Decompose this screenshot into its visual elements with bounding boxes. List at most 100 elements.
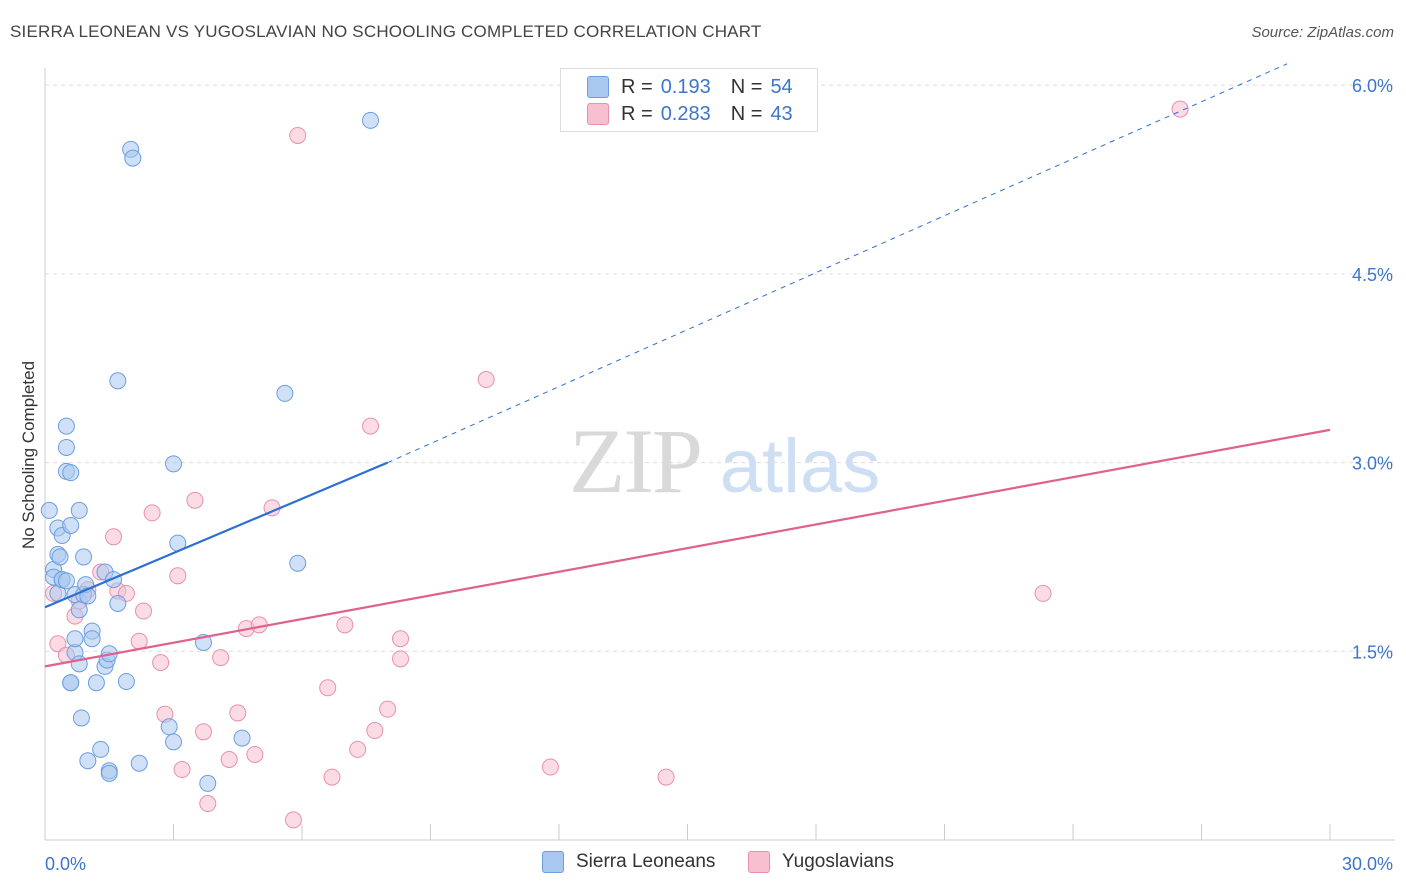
legend-r-label: R = bbox=[621, 75, 653, 98]
bottom-legend-label-sierra: Sierra Leoneans bbox=[576, 851, 716, 872]
bottom-legend-swatch-yugo bbox=[748, 851, 770, 873]
chart-title: SIERRA LEONEAN VS YUGOSLAVIAN NO SCHOOLI… bbox=[10, 22, 762, 41]
y-axis-label: No Schooling Completed bbox=[19, 361, 38, 549]
yugoslavian-point bbox=[212, 649, 230, 667]
yugoslavian-point bbox=[362, 417, 380, 435]
sierra-leoneans-points bbox=[40, 111, 380, 792]
watermark-zip: ZIP bbox=[569, 410, 701, 512]
yugoslavian-point bbox=[186, 491, 204, 509]
sierra-leonean-point bbox=[70, 601, 88, 619]
yugoslavian-point bbox=[229, 704, 247, 722]
bottom-legend-label-yugo: Yugoslavians bbox=[782, 851, 894, 872]
yugoslavian-point bbox=[49, 635, 67, 653]
correlation-legend: R = 0.193 N = 54 R = 0.283 N = 43 bbox=[560, 68, 818, 132]
sierra-leonean-point bbox=[72, 709, 90, 727]
sierra-leonean-point bbox=[362, 111, 380, 129]
x-tick-label: 30.0% bbox=[1342, 854, 1393, 874]
sierra-leonean-point bbox=[109, 594, 127, 612]
y-tick-label: 6.0% bbox=[1352, 76, 1393, 96]
yugo-trend-line bbox=[44, 428, 1331, 668]
legend-r-value-yugo: 0.283 bbox=[660, 102, 711, 125]
sierra-leonean-point bbox=[57, 438, 75, 456]
sierra-leonean-point bbox=[165, 455, 182, 473]
yugoslavian-point bbox=[392, 650, 410, 668]
sierra-leonean-point bbox=[124, 149, 142, 167]
sierra-leonean-point bbox=[160, 718, 178, 736]
sierra-leonean-point bbox=[70, 501, 88, 519]
y-tick-label: 4.5% bbox=[1352, 265, 1393, 285]
sierra-leonean-point bbox=[40, 501, 58, 519]
yugoslavian-point bbox=[130, 632, 148, 650]
legend-n-label: N = bbox=[730, 102, 763, 125]
sierra-leonean-point bbox=[83, 630, 101, 648]
bottom-legend-swatch-sierra bbox=[542, 851, 564, 873]
sierra-leonean-point bbox=[130, 754, 148, 772]
trend-lines bbox=[44, 63, 1331, 668]
legend-swatch-yugo bbox=[587, 103, 609, 125]
yugoslavian-point bbox=[220, 750, 238, 768]
bottom-legend-sierra[interactable]: Sierra Leoneans bbox=[542, 851, 715, 873]
sierra-leonean-point bbox=[199, 774, 217, 792]
sierra-leonean-point bbox=[117, 672, 135, 690]
sierra-leonean-point bbox=[79, 752, 97, 770]
sierra-leonean-point bbox=[87, 674, 105, 692]
yugoslavian-point bbox=[349, 740, 367, 758]
yugoslavian-point bbox=[392, 630, 410, 648]
sierra-leonean-point bbox=[289, 554, 307, 572]
legend-n-value-sierra: 54 bbox=[770, 75, 793, 98]
yugoslavian-point bbox=[284, 811, 302, 829]
source-label: Source: ZipAtlas.com bbox=[1251, 24, 1394, 41]
yugoslavian-point bbox=[194, 723, 212, 741]
yugoslavian-point bbox=[379, 700, 397, 718]
yugoslavian-point bbox=[323, 768, 341, 786]
y-tick-labels: 1.5% 3.0% 4.5% 6.0% bbox=[1352, 76, 1393, 662]
legend-row-sierra: R = 0.193 N = 54 bbox=[587, 75, 813, 99]
legend-r-value-sierra: 0.193 bbox=[660, 75, 711, 98]
sierra-trend-line bbox=[44, 461, 389, 609]
sierra-leonean-point bbox=[51, 548, 69, 566]
sierra-leonean-point bbox=[62, 516, 80, 534]
yugoslavian-point bbox=[173, 761, 191, 779]
sierra-leonean-point bbox=[66, 630, 84, 648]
yugoslavian-point bbox=[199, 795, 217, 813]
legend-swatch-sierra bbox=[587, 76, 609, 98]
yugoslavian-point bbox=[246, 745, 264, 763]
axes bbox=[44, 68, 1395, 841]
yugoslavian-point bbox=[336, 616, 354, 634]
yugoslavian-point bbox=[657, 768, 675, 786]
bottom-legend-yugo[interactable]: Yugoslavians bbox=[748, 851, 894, 873]
grid-lines bbox=[45, 84, 1395, 652]
sierra-leonean-point bbox=[276, 384, 294, 402]
yugoslavian-point bbox=[105, 528, 123, 546]
sierra-leonean-point bbox=[75, 548, 93, 566]
yugoslavian-point bbox=[169, 567, 187, 585]
legend-n-value-yugo: 43 bbox=[770, 102, 793, 125]
yugoslavian-point bbox=[143, 504, 161, 522]
legend-n-label: N = bbox=[730, 75, 763, 98]
yugoslavian-point bbox=[135, 602, 153, 620]
y-tick-label: 3.0% bbox=[1352, 454, 1393, 474]
x-tick-label: 0.0% bbox=[45, 854, 86, 874]
sierra-trend-extension bbox=[387, 63, 1288, 464]
yugoslavian-point bbox=[289, 126, 307, 144]
sierra-leonean-point bbox=[62, 464, 80, 482]
yugoslavian-point bbox=[541, 758, 559, 776]
sierra-leonean-point bbox=[233, 729, 251, 747]
yugoslavian-point bbox=[366, 722, 384, 740]
legend-r-label: R = bbox=[621, 102, 653, 125]
legend-row-yugo: R = 0.283 N = 43 bbox=[587, 102, 813, 126]
sierra-leonean-point bbox=[92, 740, 110, 758]
watermark-atlas: atlas bbox=[720, 424, 881, 509]
sierra-leonean-point bbox=[109, 372, 127, 390]
sierra-leonean-point bbox=[165, 733, 182, 751]
sierra-leonean-point bbox=[57, 572, 75, 590]
yugoslavian-point bbox=[152, 654, 170, 672]
sierra-leonean-point bbox=[57, 417, 75, 435]
x-tick-labels: 0.0% 30.0% bbox=[45, 854, 1393, 874]
watermark: ZIP atlas bbox=[569, 410, 880, 512]
yugoslavian-point bbox=[477, 371, 495, 389]
sierra-leonean-point bbox=[100, 764, 118, 782]
yugoslavian-point bbox=[1034, 584, 1052, 602]
yugoslavian-point bbox=[319, 679, 337, 697]
